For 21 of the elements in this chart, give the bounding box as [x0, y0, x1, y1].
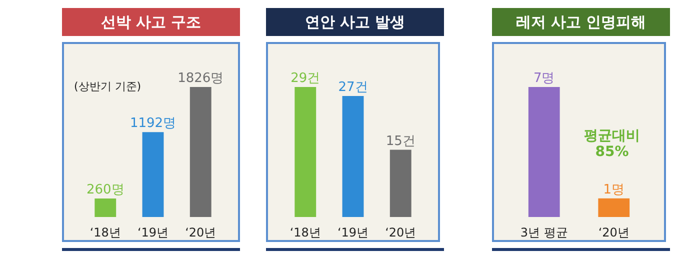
x-tick-label: ‘20년 [598, 226, 630, 240]
data-label: 27건 [338, 80, 368, 95]
data-label: 260명 [86, 182, 124, 198]
x-tick-label: ‘19년 [337, 226, 369, 240]
data-label: 29건 [290, 71, 320, 86]
data-label: 1명 [603, 182, 625, 198]
data-label: 1192명 [130, 116, 176, 132]
x-tick-label: ‘20년 [385, 226, 416, 240]
x-tick-label: ‘20년 [185, 226, 216, 240]
x-tick-label: ‘19년 [137, 226, 169, 240]
data-label: 15건 [386, 134, 416, 149]
chart-title: 연안 사고 발생 [266, 8, 444, 36]
x-tick-label: ‘18년 [90, 226, 121, 240]
data-label: 1826명 [178, 71, 224, 86]
annotation: (상반기 기준) [74, 80, 142, 93]
data-label: 7명 [533, 71, 555, 86]
x-tick-label: ‘18년 [290, 226, 321, 240]
x-tick-label: 3년 평균 [520, 226, 568, 240]
chart-title: 레저 사고 인명피해 [492, 8, 670, 36]
chart-title: 선박 사고 구조 [62, 8, 240, 36]
annotation: 평균대비 85% [584, 128, 640, 160]
